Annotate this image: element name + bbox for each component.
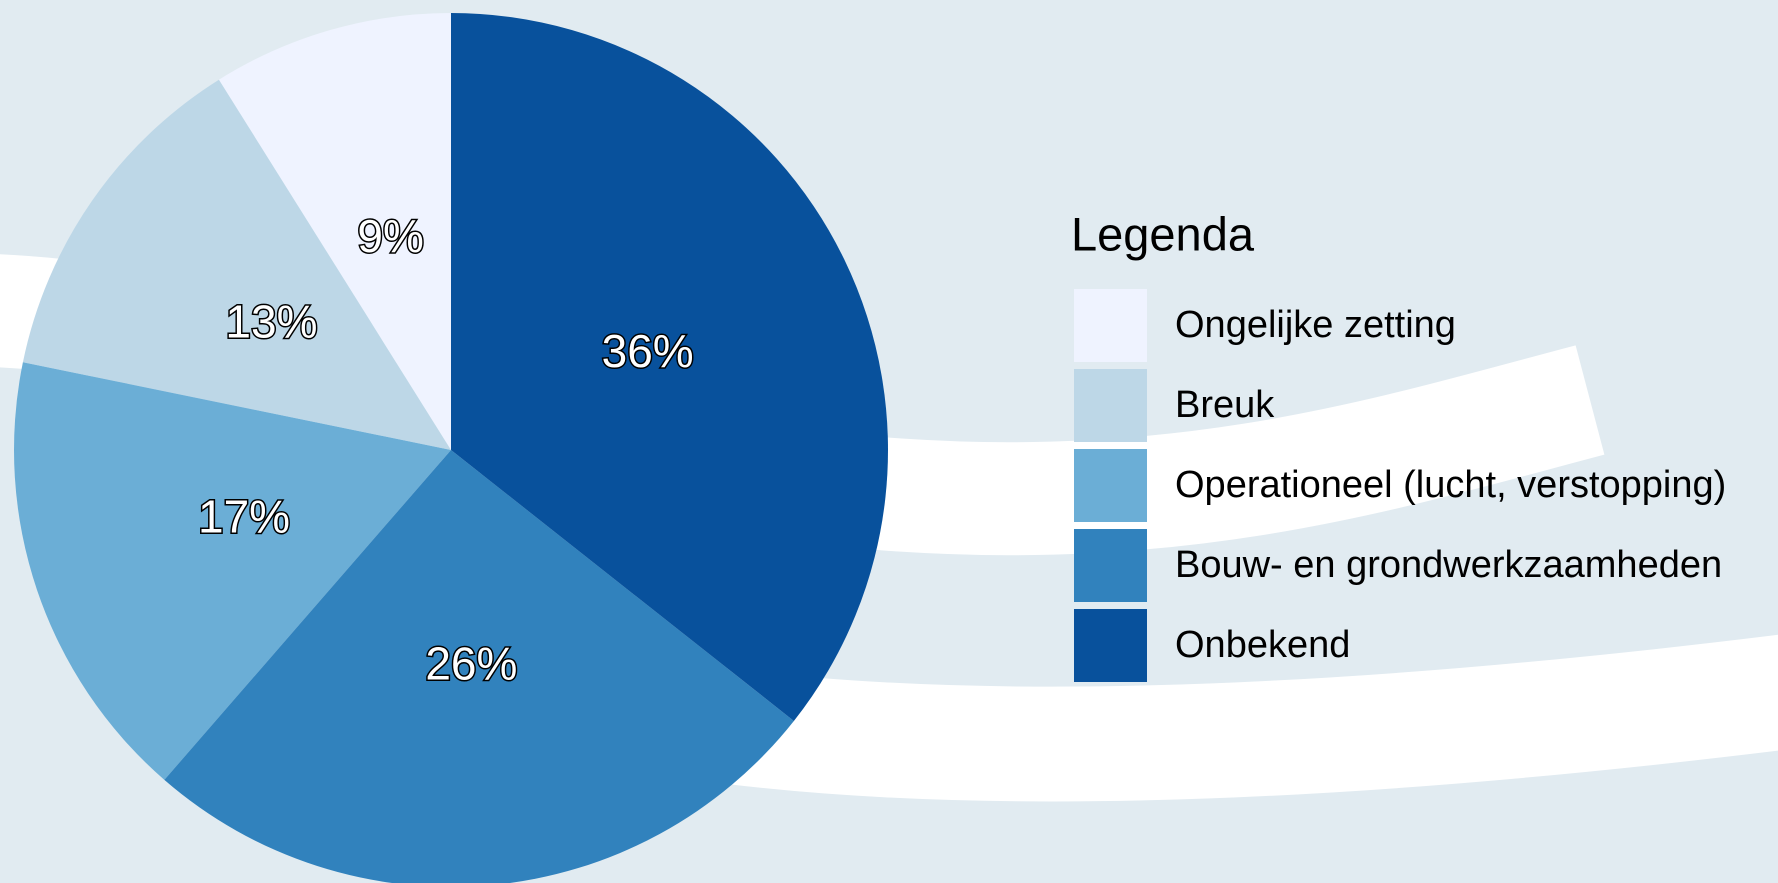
- pie-slice: [14, 362, 452, 780]
- pie: 9% 13% 17% 26% 36%: [14, 13, 888, 883]
- legend-swatch: [1074, 449, 1147, 522]
- slice-label: 17%: [198, 490, 290, 542]
- legend-label: Bouw- en grondwerkzaamheden: [1175, 544, 1722, 586]
- slice-label: 26%: [425, 638, 517, 690]
- pie-slice: [218, 13, 451, 450]
- pie-slice: [164, 450, 794, 883]
- legend-label: Ongelijke zetting: [1175, 304, 1456, 346]
- legend-title: Legenda: [1071, 207, 1255, 260]
- legend: Legenda Ongelijke zetting Breuk Operatione…: [1071, 207, 1726, 682]
- pie-slice: [22, 79, 451, 450]
- legend-swatch: [1074, 529, 1147, 602]
- legend-swatch: [1074, 609, 1147, 682]
- legend-label: Operationeel (lucht, verstopping): [1175, 464, 1726, 506]
- pie-slice: [451, 13, 888, 721]
- legend-swatch: [1074, 289, 1147, 362]
- slice-label: 13%: [225, 296, 317, 348]
- slice-label: 36%: [602, 325, 694, 377]
- legend-label: Onbekend: [1175, 624, 1350, 666]
- legend-label: Breuk: [1175, 384, 1275, 426]
- legend-swatch: [1074, 369, 1147, 442]
- slice-label: 9%: [357, 210, 423, 262]
